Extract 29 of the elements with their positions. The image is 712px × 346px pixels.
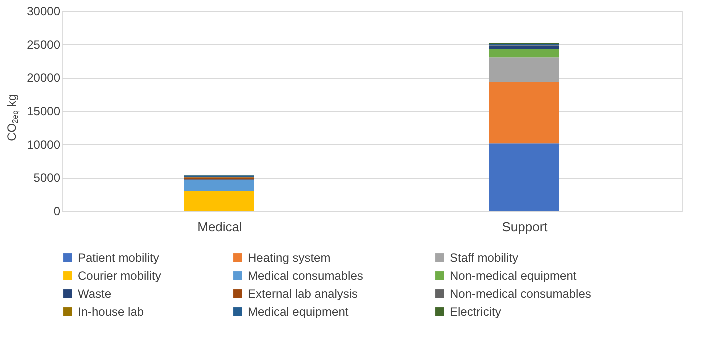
y-axis-title: CO2eq kg [5, 94, 20, 142]
legend-label: In-house lab [78, 305, 144, 319]
legend-label: Electricity [450, 305, 502, 319]
y-tick-label: 10000 [27, 138, 61, 152]
bar [490, 46, 560, 49]
x-tick-label: Medical [198, 220, 243, 234]
legend-label: Medical consumables [248, 269, 364, 283]
bar [184, 191, 254, 211]
legend-label: Waste [78, 287, 112, 301]
legend-label: Heating system [248, 251, 331, 265]
bar [490, 82, 560, 144]
legend-label: Non-medical equipment [450, 269, 578, 283]
y-tick-label: 0 [54, 204, 61, 218]
y-tick-label: 20000 [27, 71, 61, 86]
y-tick-label: 30000 [27, 4, 61, 18]
y-tick-label: 5000 [34, 171, 61, 186]
bar [490, 49, 560, 58]
bar [490, 144, 560, 211]
x-tick-label: Support [502, 220, 548, 234]
legend-label: External lab analysis [248, 287, 358, 301]
legend-label: Courier mobility [78, 269, 162, 283]
legend-label: Medical equipment [248, 305, 350, 319]
legend-label: Non-medical consumables [450, 287, 592, 301]
legend-label: Staff mobility [450, 251, 518, 265]
y-tick-label: 15000 [27, 104, 61, 118]
y-tick-label: 25000 [27, 38, 61, 52]
bar [490, 58, 560, 82]
legend-label: Patient mobility [78, 251, 160, 265]
bar [184, 180, 254, 191]
